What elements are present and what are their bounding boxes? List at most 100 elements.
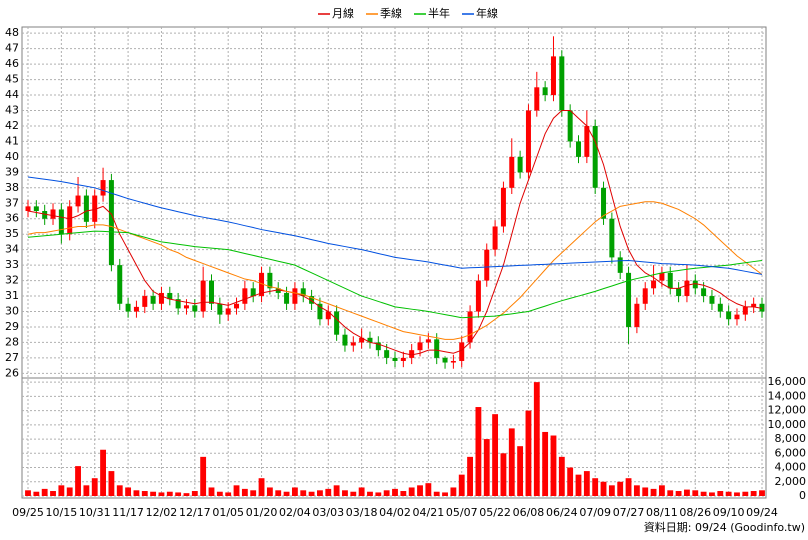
volume-bar bbox=[158, 492, 165, 496]
candle-body bbox=[409, 350, 415, 358]
candle-body bbox=[192, 305, 198, 312]
candle-body bbox=[742, 306, 748, 315]
volume-bar bbox=[492, 414, 499, 496]
candle-body bbox=[209, 280, 214, 304]
candle-body bbox=[58, 209, 64, 235]
volume-bar bbox=[725, 491, 732, 496]
candle-body bbox=[709, 296, 715, 304]
volume-bar bbox=[58, 485, 65, 496]
volume-bar bbox=[742, 491, 749, 496]
plot-frame bbox=[21, 26, 767, 499]
legend-label: 半年 bbox=[428, 6, 450, 20]
candle-body bbox=[651, 280, 657, 289]
volume-bar bbox=[266, 487, 273, 496]
candle-body bbox=[250, 288, 256, 297]
volume-bar bbox=[642, 487, 649, 496]
volume-bar bbox=[533, 382, 540, 496]
legend-label: 年線 bbox=[476, 6, 498, 20]
volume-bar bbox=[467, 456, 473, 496]
x-tick-label: 06/08 bbox=[513, 506, 545, 519]
y2-tick-label: 12,000 bbox=[768, 404, 807, 417]
candle-body bbox=[183, 305, 189, 309]
y-tick-label: 32 bbox=[5, 274, 19, 287]
volume-bar bbox=[650, 488, 657, 496]
y-tick-label: 35 bbox=[5, 227, 19, 240]
volume-bar bbox=[283, 491, 290, 496]
y2-tick-label: 16,000 bbox=[768, 375, 807, 388]
candle-body bbox=[434, 339, 440, 358]
candle-body bbox=[175, 299, 181, 309]
candle-body bbox=[576, 141, 581, 157]
y-tick-label: 48 bbox=[5, 26, 19, 39]
y-tick-label: 42 bbox=[5, 119, 19, 132]
x-tick-label: 04/21 bbox=[413, 506, 445, 519]
candle-body bbox=[367, 337, 373, 343]
candle-body bbox=[400, 357, 406, 361]
volume-bar bbox=[600, 481, 607, 496]
candle-body bbox=[567, 110, 573, 142]
candle-body bbox=[726, 311, 732, 320]
volume-bar bbox=[166, 491, 173, 496]
volume-bar bbox=[392, 488, 398, 496]
candle-body bbox=[642, 288, 648, 304]
y-tick-label: 26 bbox=[5, 366, 19, 379]
legend-label: 月線 bbox=[332, 6, 354, 20]
volume-bar bbox=[241, 488, 248, 496]
candle-body bbox=[459, 342, 465, 361]
volume-bar bbox=[458, 474, 465, 496]
candle-body bbox=[475, 280, 481, 312]
volume-bar bbox=[667, 490, 674, 496]
candle-body bbox=[83, 195, 89, 222]
volume-bar bbox=[433, 491, 440, 496]
y2-tick-label: 10,000 bbox=[768, 418, 807, 431]
volume-bar bbox=[175, 492, 182, 496]
candle-body bbox=[342, 334, 348, 346]
volume-bar bbox=[442, 492, 448, 496]
candle-body bbox=[167, 292, 173, 300]
volume-bar bbox=[41, 488, 48, 496]
y-tick-label: 47 bbox=[5, 42, 19, 55]
candle-body bbox=[267, 272, 273, 289]
y2-tick-label: 14,000 bbox=[768, 389, 807, 402]
volume-bar bbox=[333, 485, 340, 496]
volume-bar bbox=[75, 466, 81, 496]
volume-bar bbox=[400, 491, 407, 496]
candle-body bbox=[108, 180, 114, 266]
volume-bar bbox=[216, 491, 223, 496]
volume-bar bbox=[583, 471, 590, 496]
candle-body bbox=[50, 209, 56, 219]
candle-body bbox=[550, 56, 556, 96]
volume-bar bbox=[450, 487, 457, 496]
volume-bar bbox=[317, 490, 323, 496]
volume-bar bbox=[425, 483, 432, 496]
candle-body bbox=[334, 311, 340, 335]
y-tick-label: 38 bbox=[5, 181, 19, 194]
x-tick-label: 12/17 bbox=[179, 506, 211, 519]
volume-bar bbox=[417, 485, 423, 496]
volume-bar bbox=[684, 489, 690, 496]
x-tick-label: 06/24 bbox=[546, 506, 578, 519]
candle-body bbox=[225, 308, 231, 315]
candle-body bbox=[67, 206, 73, 235]
volume-bar bbox=[125, 487, 132, 496]
y-tick-label: 39 bbox=[5, 165, 19, 178]
y-tick-label: 45 bbox=[5, 73, 19, 86]
candle-body bbox=[759, 303, 765, 312]
volume-bar bbox=[275, 490, 282, 496]
y-tick-label: 29 bbox=[5, 320, 19, 333]
candle-body bbox=[25, 206, 31, 212]
candle-body bbox=[133, 306, 139, 312]
candle-body bbox=[275, 288, 281, 293]
x-tick-label: 11/17 bbox=[112, 506, 144, 519]
volume-bar bbox=[116, 485, 123, 496]
candle-body bbox=[234, 303, 240, 309]
x-tick-label: 09/24 bbox=[746, 506, 778, 519]
volume-bar bbox=[734, 492, 740, 496]
volume-bar bbox=[550, 435, 557, 496]
candle-body bbox=[442, 357, 448, 363]
y2-tick-label: 2,000 bbox=[775, 475, 807, 488]
y-tick-label: 43 bbox=[5, 103, 19, 116]
volume-bar bbox=[483, 439, 490, 496]
volume-bar bbox=[250, 490, 257, 496]
